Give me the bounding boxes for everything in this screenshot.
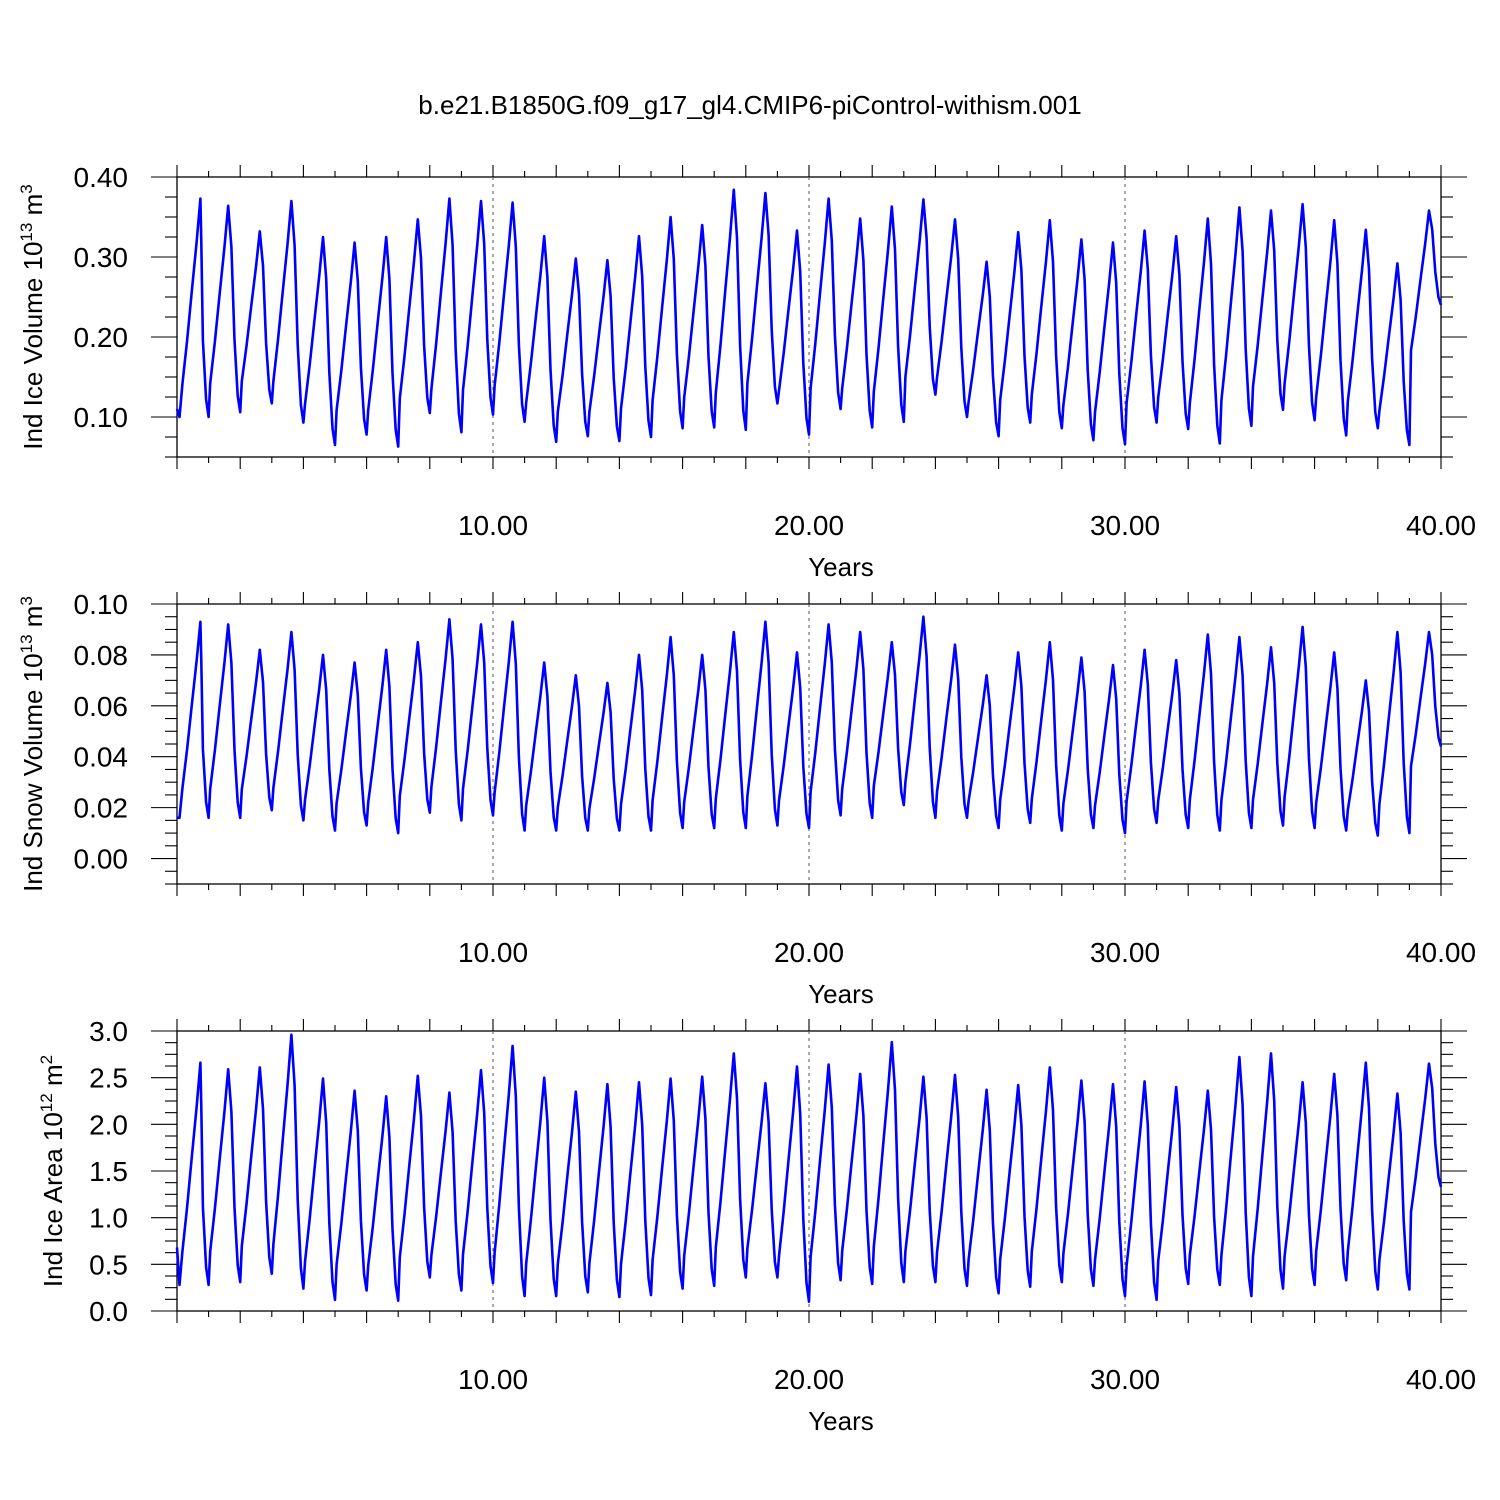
y-axis-label: Ind Ice Area 1012 m2: [37, 1055, 68, 1287]
x-tick-label: 40.00: [1406, 937, 1476, 968]
chart-panel-3: 10.00 20.00 30.00 40.00 Years 0.0 0.5 1.0 1.5 2.0…: [37, 1016, 1476, 1436]
y-tick-label: 0.06: [74, 691, 129, 722]
data-series-line: [175, 188, 1443, 448]
x-tick-label: 10.00: [458, 510, 528, 541]
data-series-line: [177, 615, 1443, 837]
x-tick-label: 10.00: [458, 937, 528, 968]
y-tick-label: 0.10: [74, 589, 129, 620]
y-tick-label: 0.02: [74, 793, 129, 824]
y-tick-label: 2.0: [89, 1109, 128, 1140]
y-tick-label: 1.5: [89, 1156, 128, 1187]
y-tick-label: 1.0: [89, 1203, 128, 1234]
y-tick-label: 0.20: [74, 322, 129, 353]
y-tick-label: 0.0: [89, 1296, 128, 1327]
x-tick-label: 20.00: [774, 510, 844, 541]
y-tick-label: 0.04: [74, 742, 129, 773]
x-axis-label: Years: [808, 552, 874, 582]
x-tick-label: 20.00: [774, 937, 844, 968]
chart-title: b.e21.B1850G.f09_g17_gl4.CMIP6-piControl…: [418, 90, 1081, 120]
x-tick-label: 40.00: [1406, 1364, 1476, 1395]
x-tick-label: 30.00: [1090, 1364, 1160, 1395]
chart-panel-2: 10.00 20.00 30.00 40.00 Years 0.00 0.02 0.04 0.0…: [17, 589, 1476, 1009]
chart-panel-1: 10.00 20.00 30.00 40.00 Years 0.10 0.20 0.30 0.4…: [17, 162, 1476, 582]
x-tick-label: 30.00: [1090, 937, 1160, 968]
y-tick-label: 2.5: [89, 1063, 128, 1094]
y-tick-label: 0.08: [74, 640, 129, 671]
x-tick-label: 40.00: [1406, 510, 1476, 541]
y-tick-label: 0.40: [74, 162, 129, 193]
x-tick-label: 20.00: [774, 1364, 844, 1395]
x-axis-label: Years: [808, 1406, 874, 1436]
x-tick-label: 10.00: [458, 1364, 528, 1395]
y-tick-label: 0.30: [74, 242, 129, 273]
y-tick-label: 3.0: [89, 1016, 128, 1047]
data-series-line: [175, 1033, 1443, 1303]
y-axis-label: Ind Snow Volume 1013 m3: [17, 596, 48, 892]
x-tick-label: 30.00: [1090, 510, 1160, 541]
x-axis-label: Years: [808, 979, 874, 1009]
y-tick-label: 0.5: [89, 1249, 128, 1280]
y-axis-label: Ind Ice Volume 1013 m3: [17, 184, 48, 449]
y-tick-label: 0.10: [74, 402, 129, 433]
y-tick-label: 0.00: [74, 844, 129, 875]
